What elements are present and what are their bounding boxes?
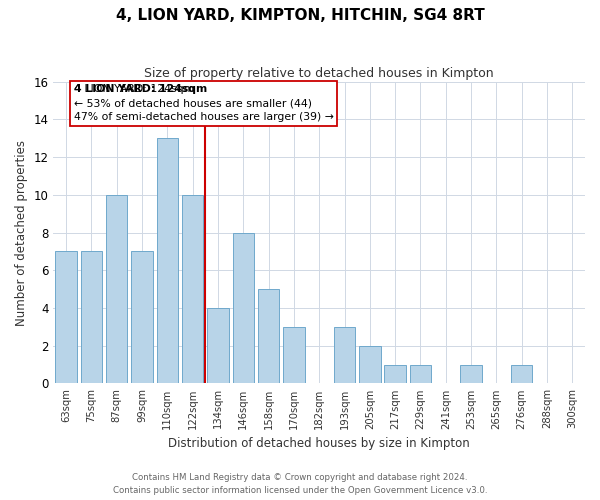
Bar <box>283 327 305 384</box>
Text: 4 LION YARD: 124sqm
← 53% of detached houses are smaller (44)
47% of semi-detach: 4 LION YARD: 124sqm ← 53% of detached ho… <box>74 84 334 122</box>
Text: Contains HM Land Registry data © Crown copyright and database right 2024.
Contai: Contains HM Land Registry data © Crown c… <box>113 474 487 495</box>
Text: 4 LION YARD: 124sqm: 4 LION YARD: 124sqm <box>74 84 207 94</box>
Bar <box>511 364 532 384</box>
Bar <box>207 308 229 384</box>
Bar <box>106 195 127 384</box>
Title: Size of property relative to detached houses in Kimpton: Size of property relative to detached ho… <box>145 68 494 80</box>
Bar <box>233 232 254 384</box>
X-axis label: Distribution of detached houses by size in Kimpton: Distribution of detached houses by size … <box>169 437 470 450</box>
Bar <box>131 252 153 384</box>
Bar <box>157 138 178 384</box>
Bar <box>410 364 431 384</box>
Bar <box>334 327 355 384</box>
Y-axis label: Number of detached properties: Number of detached properties <box>15 140 28 326</box>
Bar <box>359 346 380 384</box>
Bar <box>385 364 406 384</box>
Bar <box>80 252 102 384</box>
Bar <box>55 252 77 384</box>
Bar <box>460 364 482 384</box>
Bar <box>258 289 280 384</box>
Bar <box>182 195 203 384</box>
Text: 4, LION YARD, KIMPTON, HITCHIN, SG4 8RT: 4, LION YARD, KIMPTON, HITCHIN, SG4 8RT <box>116 8 484 22</box>
